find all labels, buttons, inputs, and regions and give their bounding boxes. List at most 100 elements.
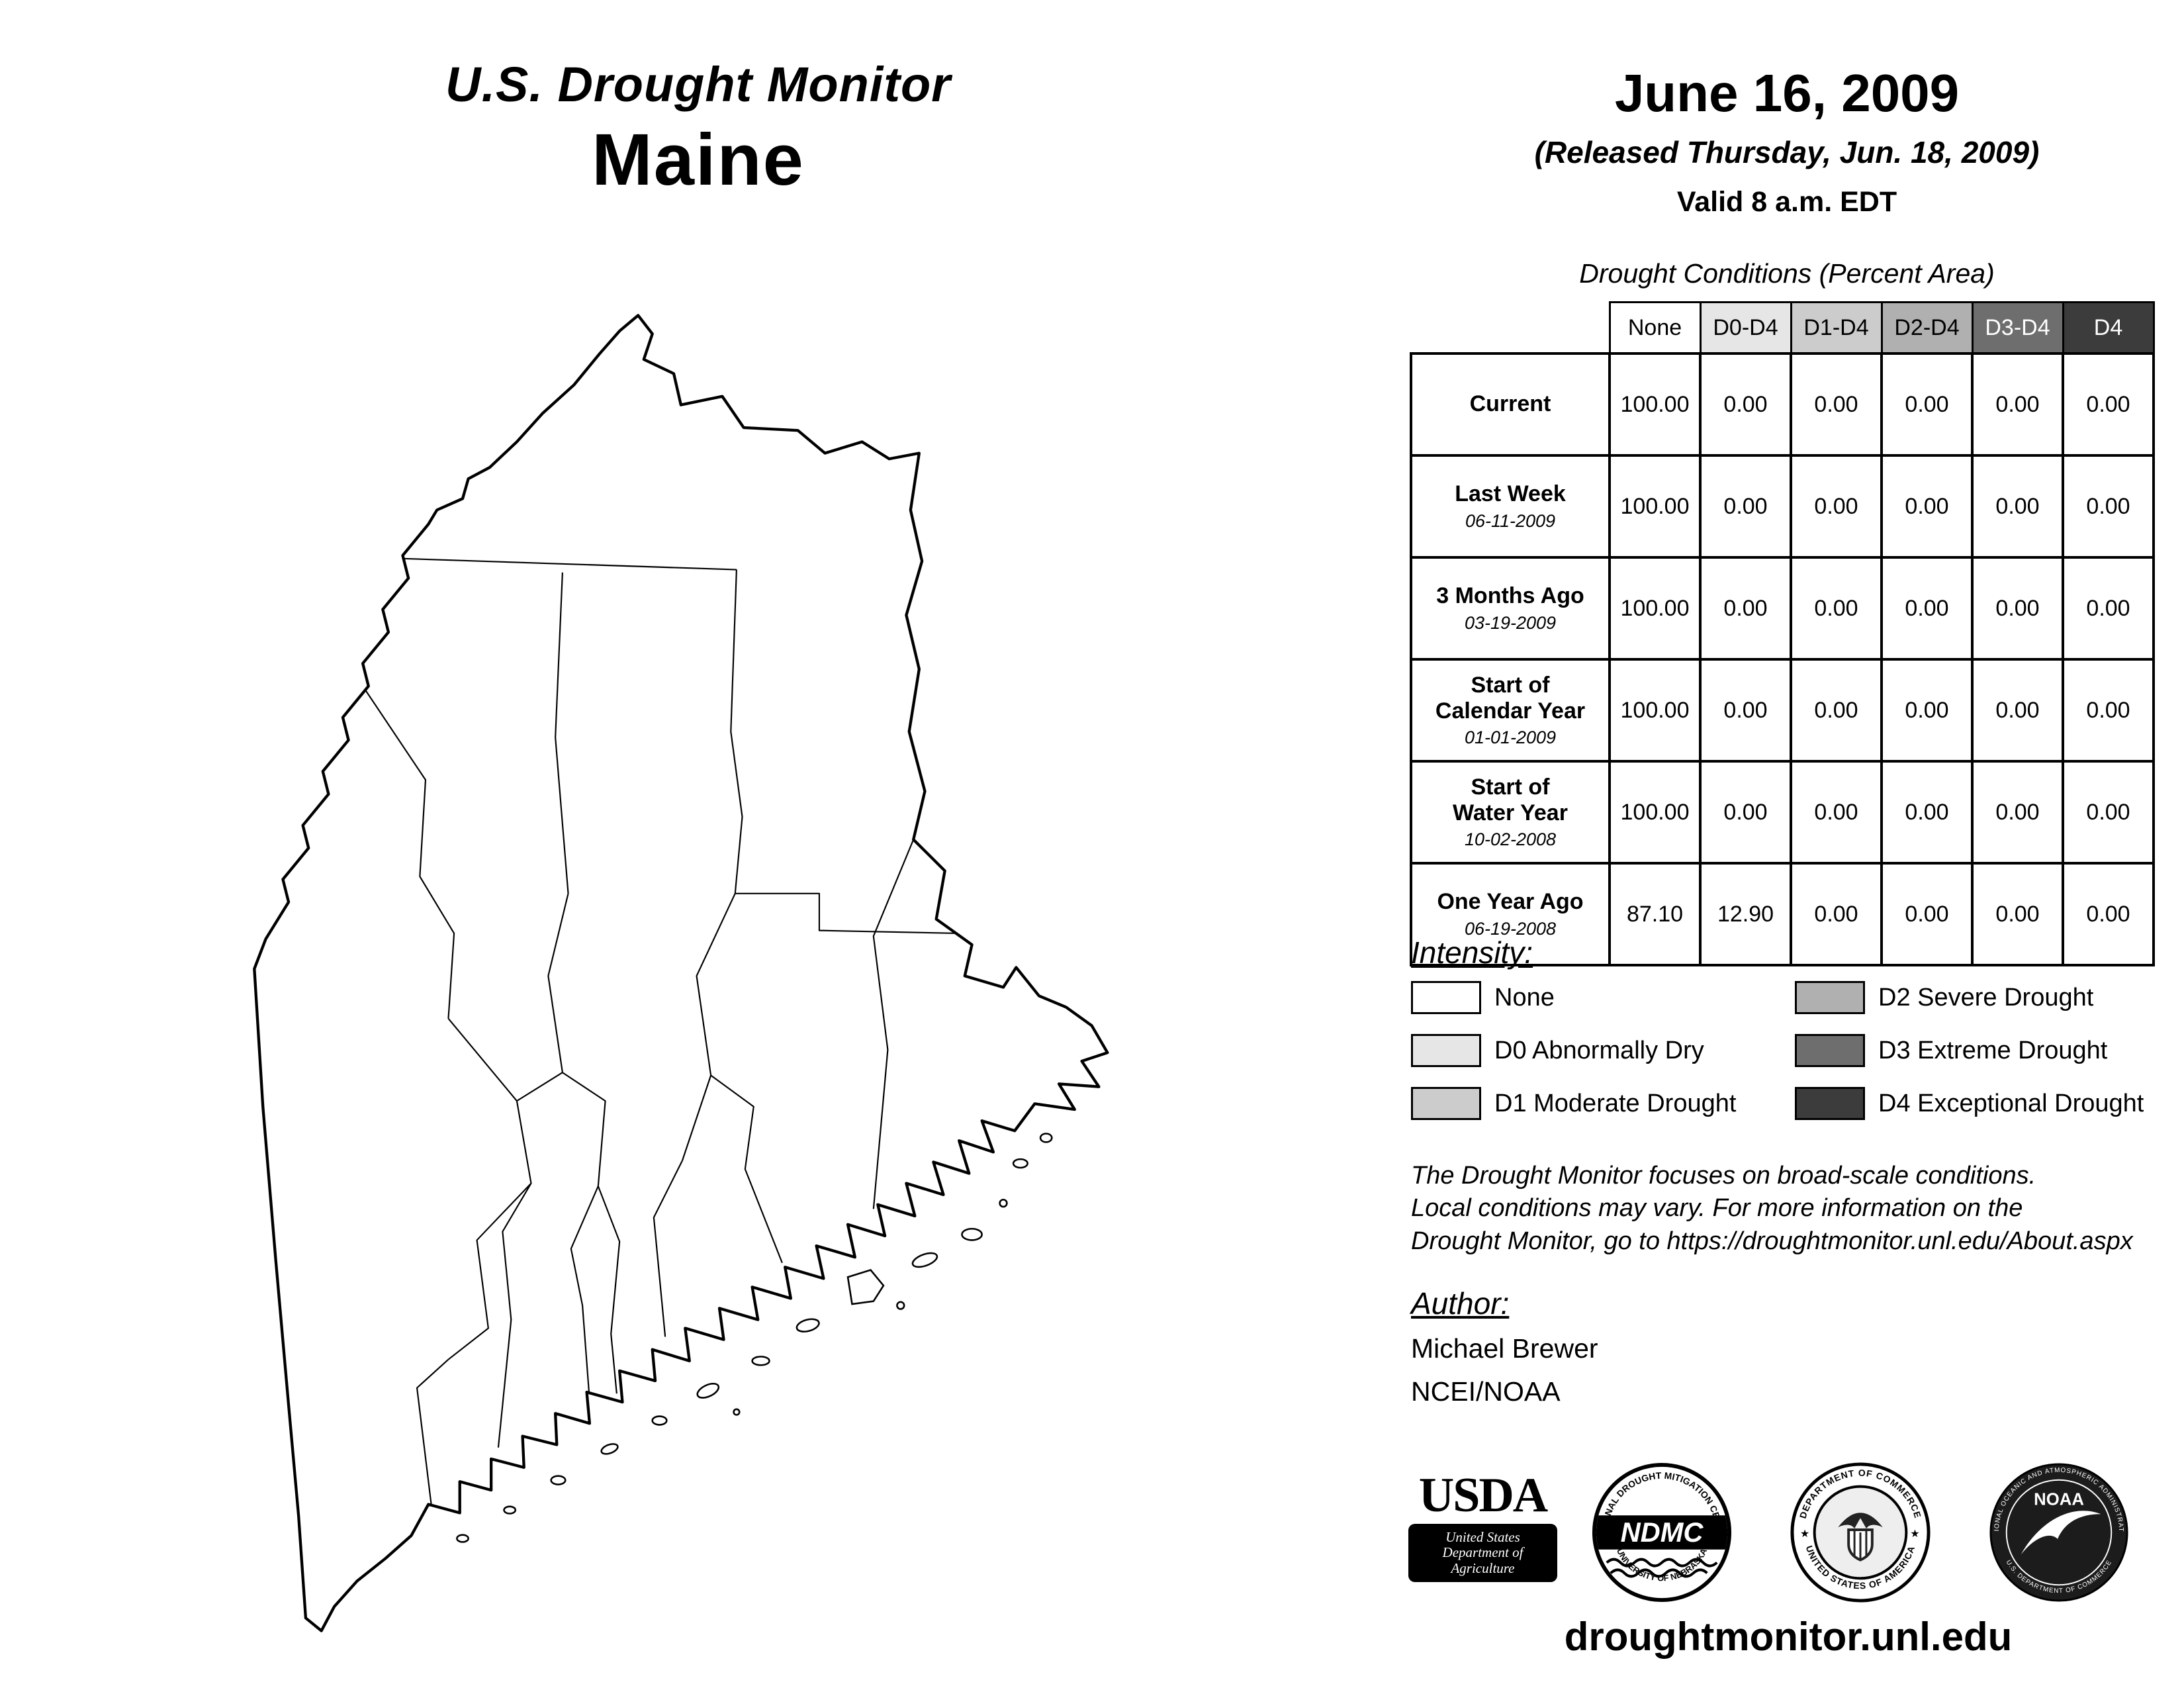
disclaimer-line: Local conditions may vary. For more info…	[1411, 1194, 2023, 1223]
doc-star-left: ★	[1800, 1528, 1809, 1540]
legend-swatch-none	[1411, 981, 1481, 1014]
cell-value: 12.90	[1699, 862, 1792, 966]
row-date: 10-02-2008	[1464, 829, 1557, 850]
column-header-d3-d4: D3-D4	[1971, 301, 2064, 355]
column-header-d4: D4	[2062, 301, 2155, 355]
cell-value: 0.00	[1699, 352, 1792, 457]
author-name: Michael Brewer	[1411, 1333, 1598, 1364]
row-label: Start of Water Year	[1453, 774, 1568, 825]
legend-label: D4 Exceptional Drought	[1878, 1089, 2144, 1117]
cell-value: 0.00	[1880, 862, 1974, 966]
cell-value: 0.00	[1880, 556, 1974, 661]
state-outline	[253, 314, 1109, 1632]
table-header-row: None D0-D4 D1-D4 D2-D4 D3-D4 D4	[1411, 301, 2155, 355]
usda-wordmark: USDA	[1418, 1468, 1548, 1523]
table-row-last-week: Last Week 06-11-2009 100.00 0.00 0.00 0.0…	[1410, 454, 2155, 559]
table-caption: Drought Conditions (Percent Area)	[1579, 258, 1995, 289]
row-label: One Year Ago	[1437, 889, 1584, 915]
legend-item-d0: D0 Abnormally Dry	[1411, 1034, 1736, 1067]
legend-label: None	[1494, 983, 1555, 1011]
usda-bar: United States Department of Agriculture	[1408, 1524, 1557, 1582]
author-block: Author: Michael Brewer NCEI/NOAA	[1411, 1286, 1598, 1407]
doc-emblem	[1838, 1513, 1883, 1562]
cell-value: 100.00	[1608, 556, 1702, 661]
disclaimer-line: The Drought Monitor focuses on broad-sca…	[1411, 1162, 2036, 1190]
cell-value: 100.00	[1608, 454, 1702, 559]
legend-item-none: None	[1411, 981, 1736, 1014]
row-label: 3 Months Ago	[1436, 583, 1584, 609]
released-date: (Released Thursday, Jun. 18, 2009)	[1534, 135, 2040, 169]
cell-value: 0.00	[2062, 556, 2155, 661]
legend-item-d4: D4 Exceptional Drought	[1795, 1087, 2144, 1120]
cell-value: 0.00	[2062, 352, 2155, 457]
cell-value: 0.00	[1790, 760, 1883, 865]
table-row-3-months-ago: 3 Months Ago 03-19-2009 100.00 0.00 0.00 …	[1410, 556, 2155, 661]
legend-swatch-d2	[1795, 981, 1865, 1014]
cell-value: 0.00	[2062, 760, 2155, 865]
table-corner-blank	[1411, 302, 1610, 353]
row-label: Current	[1469, 391, 1551, 417]
author-org: NCEI/NOAA	[1411, 1376, 1561, 1407]
row-date: 06-19-2008	[1464, 918, 1557, 939]
maine-map-svg	[253, 314, 1109, 1632]
cell-value: 0.00	[1790, 658, 1883, 763]
noaa-logo: NATIONAL OCEANIC AND ATMOSPHERIC ADMINIS…	[1987, 1460, 2131, 1605]
column-header-none: None	[1608, 301, 1702, 355]
usda-subtext: United States Department of Agriculture	[1442, 1529, 1524, 1576]
cell-value: 0.00	[1699, 658, 1792, 763]
cell-value: 0.00	[1971, 760, 2064, 865]
coastal-islands	[456, 1133, 1053, 1543]
table-row-start-calendar-year: Start of Calendar Year 01-01-2009 100.00 …	[1410, 658, 2155, 763]
noaa-seal: NATIONAL OCEANIC AND ATMOSPHERIC ADMINIS…	[1989, 1463, 2128, 1602]
website-url: droughtmonitor.unl.edu	[1564, 1615, 2013, 1659]
county-boundaries	[362, 557, 958, 1505]
cell-value: 0.00	[1971, 862, 2064, 966]
legend-swatch-d1	[1411, 1087, 1481, 1120]
cell-value: 87.10	[1608, 862, 1702, 966]
cell-value: 0.00	[1880, 658, 1974, 763]
cell-value: 0.00	[1790, 352, 1883, 457]
usda-logo: USDA United States Department of Agricul…	[1408, 1471, 1557, 1582]
cell-value: 0.00	[1790, 454, 1883, 559]
noaa-bird-icon	[2021, 1511, 2101, 1555]
doc-star-right: ★	[1910, 1528, 1919, 1540]
drought-conditions-table: None D0-D4 D1-D4 D2-D4 D3-D4 D4 Current …	[1410, 301, 2155, 966]
date-block: June 16, 2009 (Released Thursday, Jun. 1…	[1377, 63, 2184, 218]
title-block: U.S. Drought Monitor Maine	[202, 56, 1195, 202]
legend-swatch-d3	[1795, 1034, 1865, 1067]
table-row-current: Current 100.00 0.00 0.00 0.00 0.00 0.00	[1410, 352, 2155, 457]
commerce-seal: DEPARTMENT OF COMMERCE UNITED STATES OF …	[1790, 1462, 1931, 1603]
legend-label: D2 Severe Drought	[1878, 983, 2094, 1011]
cell-value: 0.00	[1699, 760, 1792, 865]
noaa-wordmark: NOAA	[2034, 1490, 2084, 1509]
cell-value: 0.00	[1971, 658, 2064, 763]
intensity-heading: Intensity:	[1411, 935, 1533, 970]
cell-value: 0.00	[1971, 352, 2064, 457]
ndmc-logo: NATIONAL DROUGHT MITIGATION CENTER NDMC …	[1590, 1460, 1734, 1605]
legend-item-d2: D2 Severe Drought	[1795, 981, 2144, 1014]
cell-value: 0.00	[1699, 454, 1792, 559]
legend-column-1: None D0 Abnormally Dry D1 Moderate Droug…	[1411, 981, 1736, 1140]
column-header-d1-d4: D1-D4	[1790, 301, 1883, 355]
ndmc-seal: NATIONAL DROUGHT MITIGATION CENTER NDMC …	[1592, 1462, 1732, 1603]
disclaimer-text: The Drought Monitor focuses on broad-sca…	[1411, 1160, 2133, 1258]
commerce-seal-logo: DEPARTMENT OF COMMERCE UNITED STATES OF …	[1788, 1460, 1933, 1605]
cell-value: 0.00	[2062, 454, 2155, 559]
cell-value: 0.00	[1699, 556, 1792, 661]
cell-value: 100.00	[1608, 352, 1702, 457]
report-title: U.S. Drought Monitor	[445, 57, 951, 112]
cell-value: 100.00	[1608, 760, 1702, 865]
state-name: Maine	[592, 119, 805, 201]
cell-value: 0.00	[1880, 454, 1974, 559]
table-row-start-water-year: Start of Water Year 10-02-2008 100.00 0.0…	[1410, 760, 2155, 865]
disclaimer-line: Drought Monitor, go to https://droughtmo…	[1411, 1227, 2133, 1255]
cell-value: 0.00	[1971, 556, 2064, 661]
column-header-d0-d4: D0-D4	[1699, 301, 1792, 355]
cell-value: 0.00	[1880, 760, 1974, 865]
row-label: Last Week	[1455, 481, 1566, 507]
legend-column-2: D2 Severe Drought D3 Extreme Drought D4 …	[1795, 981, 2144, 1140]
cell-value: 0.00	[2062, 862, 2155, 966]
legend-swatch-d4	[1795, 1087, 1865, 1120]
legend-swatch-d0	[1411, 1034, 1481, 1067]
